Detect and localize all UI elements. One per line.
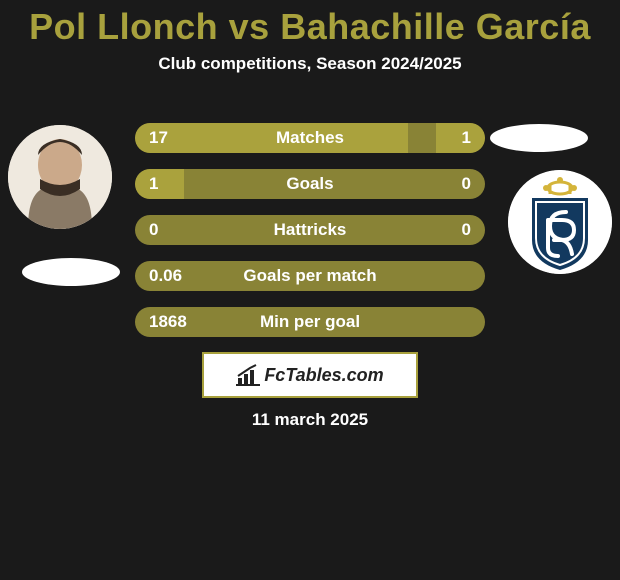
stat-label: Goals per match [135,261,485,291]
player-photo-icon [8,125,112,229]
player-right-avatar [508,170,612,274]
subtitle: Club competitions, Season 2024/2025 [0,54,620,74]
comparison-card: Pol Llonch vs Bahachille García Club com… [0,0,620,580]
stat-row: 1Goals0 [135,169,485,199]
stat-value-right: 0 [462,169,471,199]
stat-label: Goals [135,169,485,199]
stat-value-right: 1 [462,123,471,153]
club-crest-icon [508,170,612,274]
page-title: Pol Llonch vs Bahachille García [0,0,620,48]
stat-row: 0.06Goals per match [135,261,485,291]
date-text: 11 march 2025 [0,410,620,430]
brand-box: FcTables.com [202,352,418,398]
stat-label: Hattricks [135,215,485,245]
player-left-team-oval [22,258,120,286]
brand-text: FcTables.com [264,365,383,386]
stat-row: 17Matches1 [135,123,485,153]
stat-row: 1868Min per goal [135,307,485,337]
stat-label: Min per goal [135,307,485,337]
bar-chart-icon [236,364,260,386]
player-right-team-oval [490,124,588,152]
stat-value-right: 0 [462,215,471,245]
stat-row: 0Hattricks0 [135,215,485,245]
player-left-avatar [8,125,112,229]
stat-label: Matches [135,123,485,153]
stats-block: 17Matches11Goals00Hattricks00.06Goals pe… [135,123,485,353]
